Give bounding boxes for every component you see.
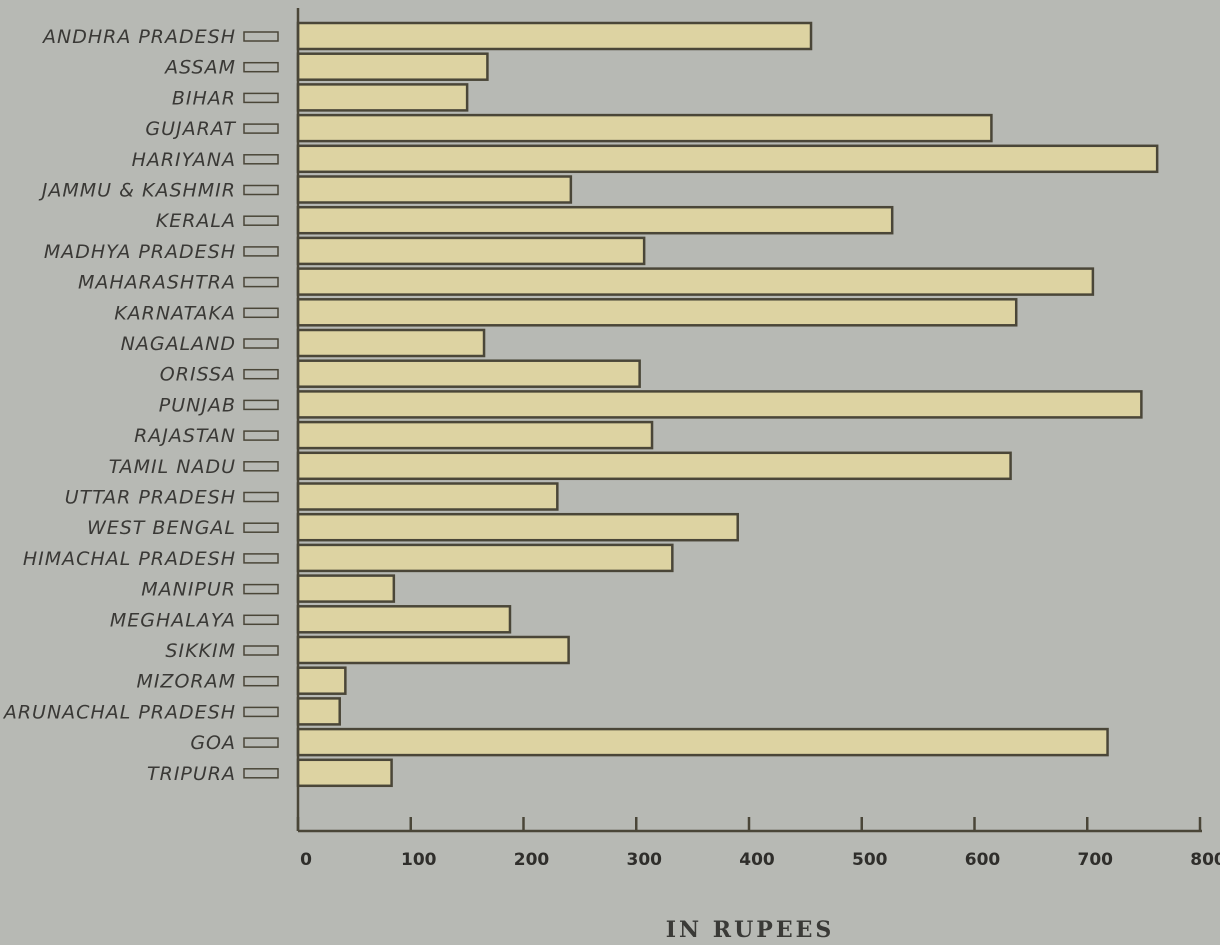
x-tick-label: 400 <box>739 850 775 870</box>
category-label: SIKKIM <box>165 640 236 662</box>
bar <box>296 451 1012 481</box>
category-label: ANDHRA PRADESH <box>41 26 236 48</box>
category-swatch <box>243 491 279 503</box>
category-label: ARUNACHAL PRADESH <box>2 701 236 723</box>
category-label: MEGHALAYA <box>110 609 236 631</box>
x-tick-label: 500 <box>852 850 888 870</box>
x-tick-label: 600 <box>965 850 1001 870</box>
category-label: ASSAM <box>163 57 236 79</box>
category-label: MAHARASHTRA <box>78 272 236 294</box>
x-tick-label: 300 <box>627 850 663 870</box>
bar <box>296 635 570 665</box>
category-swatch <box>243 768 279 779</box>
category-label: MIZORAM <box>136 671 236 693</box>
category-swatch <box>243 675 279 687</box>
category-swatch <box>243 246 279 257</box>
x-tick-label: 800 <box>1190 850 1220 870</box>
category-swatch <box>243 276 279 288</box>
category-swatch <box>243 61 279 73</box>
category-label: BIHAR <box>172 87 236 109</box>
x-axis-label: IN RUPEES <box>666 917 835 943</box>
category-swatch <box>243 184 279 196</box>
category-label: HIMACHAL PRADESH <box>23 548 236 570</box>
category-swatch <box>243 737 279 748</box>
category-label: HARIYANA <box>132 149 236 171</box>
bar <box>296 727 1109 757</box>
bar <box>296 666 347 695</box>
category-label: MADHYA PRADESH <box>44 241 236 263</box>
bar <box>296 482 559 511</box>
category-label: TRIPURA <box>147 763 236 785</box>
bar <box>296 113 993 143</box>
category-label: ORISSA <box>160 364 236 386</box>
x-tick-label: 0 <box>300 850 312 870</box>
category-swatch <box>243 368 279 380</box>
bar <box>296 52 489 81</box>
bar <box>296 543 674 573</box>
category-swatch <box>243 307 279 319</box>
category-label: KERALA <box>156 210 236 232</box>
category-swatch <box>243 583 279 595</box>
category-swatch <box>243 338 279 349</box>
bar <box>296 420 654 450</box>
bar <box>296 298 1018 327</box>
bar <box>296 390 1143 419</box>
category-label: RAJASTAN <box>134 425 236 447</box>
category-swatch <box>243 553 279 564</box>
category-swatch <box>243 461 279 472</box>
category-swatch <box>243 430 279 441</box>
bar <box>296 328 486 358</box>
category-label: KARNATAKA <box>114 302 236 324</box>
category-label: PUNJAB <box>159 394 236 416</box>
x-tick-label: 100 <box>401 850 437 870</box>
category-swatch <box>243 154 279 165</box>
category-label: GOA <box>190 732 236 754</box>
bar <box>296 144 1159 174</box>
category-label: UTTAR PRADESH <box>65 487 236 509</box>
category-label: WEST BENGAL <box>87 517 236 539</box>
x-tick-label: 200 <box>514 850 550 870</box>
category-swatch <box>243 92 279 104</box>
category-swatch <box>243 215 279 226</box>
bar <box>296 697 341 726</box>
bar <box>296 512 739 542</box>
category-label: NAGALAND <box>121 333 236 355</box>
category-label: TAMIL NADU <box>109 456 236 478</box>
bar <box>296 205 894 235</box>
bar <box>296 21 813 51</box>
category-swatch <box>243 645 279 656</box>
category-swatch <box>243 123 279 134</box>
bar <box>296 83 469 112</box>
category-label: JAMMU & KASHMIR <box>38 180 236 202</box>
category-swatch <box>243 31 279 42</box>
bar <box>296 267 1095 296</box>
category-swatch <box>243 614 279 626</box>
category-swatch <box>243 706 279 718</box>
x-tick-label: 700 <box>1078 850 1114 870</box>
category-label: GUJARAT <box>145 118 236 140</box>
bar <box>296 574 396 603</box>
bar <box>296 605 512 634</box>
category-swatch <box>243 522 279 533</box>
category-swatch <box>243 399 279 411</box>
bar <box>296 359 641 388</box>
bar <box>296 758 393 788</box>
bar <box>296 175 573 204</box>
category-label: MANIPUR <box>141 579 236 601</box>
bar <box>296 236 646 266</box>
